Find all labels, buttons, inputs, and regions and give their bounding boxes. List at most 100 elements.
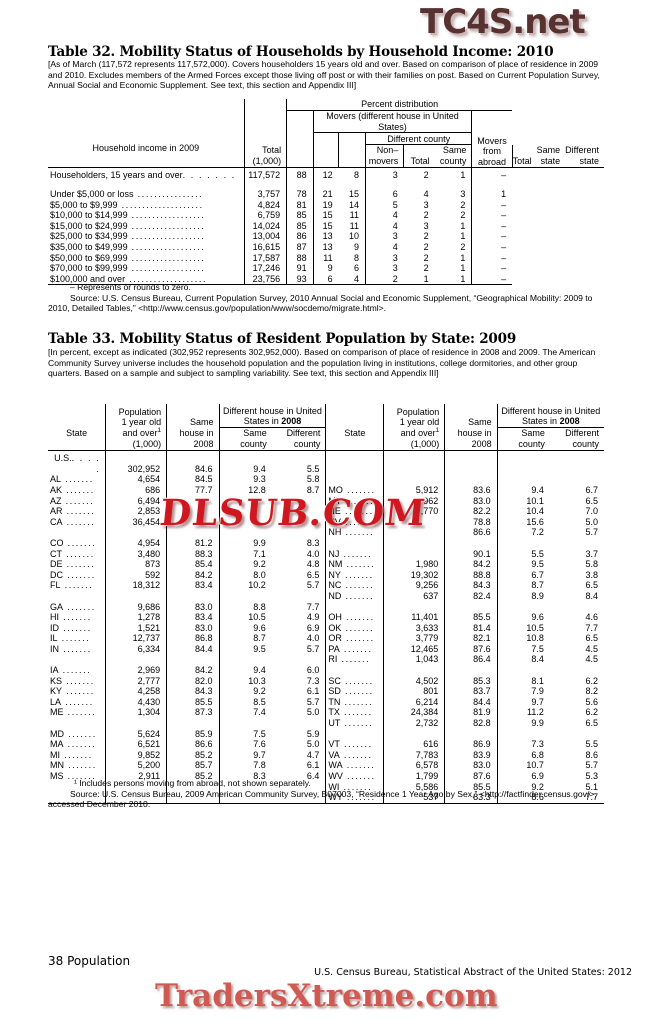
table-32-cell-same-state: 2: [423, 210, 429, 221]
table-32-cell-total: 13,004: [243, 231, 287, 242]
table-33-cell-r-diff-county: 6.5: [585, 495, 598, 506]
table-32-nonmovers-header-l1: Non–: [376, 145, 399, 156]
table-row: CT ....... 3,480 88.3 7.1 4.0 NJ ....... 90.1 5…: [48, 548, 604, 560]
table-32-row-label: $5,000 to $9,999 ....................: [50, 199, 204, 210]
table-33-cell-l-same-house: 87.3: [166, 707, 220, 719]
table-33-cell-l-same-county: [218, 516, 272, 528]
table-33-cell-r-same-house: [444, 665, 498, 676]
table-33-cell-r-pop: 616: [383, 739, 445, 750]
table-33-cell-r-same-house: 83.3: [444, 792, 498, 804]
table-33-cell-l-diff-county: 7.3: [306, 675, 320, 686]
table-33-row-label-l: [48, 591, 106, 602]
table-32-cell-diff-state: 1: [460, 273, 466, 284]
table-33-cell-r-same-house: [444, 537, 498, 549]
table-33-diff-house-header-left-year: 2008: [281, 416, 302, 427]
table-33-cell-l-same-county: 7.1: [218, 548, 272, 560]
table-33-cell-l-pop: 5,200: [105, 760, 167, 771]
table-33-cell-r-pop: 801: [383, 686, 445, 697]
table-32-cell-abroad: –: [471, 273, 513, 285]
table-33-row-label-l: MI .......: [50, 749, 93, 760]
table-33-same-house-header-l1: Same: [190, 417, 214, 428]
table-33-cell-r-pop: 11,401: [383, 612, 445, 623]
table-33-cell-l-same-county: 10.5: [218, 612, 272, 623]
table-33-cell-l-same-house: [166, 654, 220, 666]
watermark-tc4s: TC4S.net: [420, 2, 586, 42]
table-33-cell-r-same-house: 87.6: [444, 643, 498, 655]
table-33-cell-r-diff-county: [550, 538, 604, 549]
table-32-percent-distribution-header: Percent distribution: [286, 99, 513, 111]
table-33-cell-l-diff-county: [272, 517, 326, 528]
table-33-cell-l-same-county: 7.5: [218, 728, 272, 740]
table-32-row-label: $10,000 to $14,999 ..................: [50, 210, 206, 221]
table-row: $10,000 to $14,999 .................. 6,7…: [48, 210, 604, 221]
table-32-total-row: Householders, 15 years and over. . . . .…: [48, 167, 604, 181]
table-33-cell-l-same-house: 84.3: [166, 686, 220, 697]
table-32-total-row-nonmovers: 88: [286, 167, 314, 181]
table-33-state-header-left: State: [66, 427, 88, 438]
table-33-cell-r-same-house: 83.0: [444, 760, 498, 771]
table-33-cell-l-same-county: 9.7: [218, 749, 272, 761]
table-32-cell-same-county: 11: [349, 210, 359, 221]
table-33-row-label-l: AZ .......: [50, 495, 95, 506]
table-32-source: Source: U.S. Census Bureau, Current Popu…: [48, 292, 593, 314]
table-33-row-label-r: NJ .......: [325, 548, 384, 560]
table-33-cell-r-pop: [383, 537, 445, 549]
table-33-cell-l-diff-county: 4.8: [306, 559, 320, 570]
table-33-cell-l-same-county: [218, 506, 272, 517]
table-33-cell-l-same-house: 86.8: [166, 633, 220, 644]
table-33-cell-r-same-county: [496, 665, 550, 676]
table-32-cell-dc-total: 4: [364, 220, 404, 232]
table-33-cell-r-pop: [383, 527, 445, 538]
table-33-row-label-l: MD .......: [50, 728, 97, 739]
table-33-cell-r-pop: 637: [383, 590, 445, 602]
table-33-cell-r-same-county: 7.2: [496, 527, 550, 538]
table-33-row-label-l: AR .......: [50, 506, 96, 517]
table-33-row-label-r: TN .......: [325, 696, 384, 708]
table-33-headnote: [In percent, except as indicated (302,95…: [48, 347, 596, 379]
table-33-row-label-r: WY .......: [325, 792, 384, 804]
table-33-cell-l-same-house: 85.2: [166, 771, 220, 782]
table-32-cell-same-county: 8: [353, 252, 359, 263]
table-33-row-label-l: IN .......: [50, 643, 92, 654]
table-33-cell-r-same-house: 82.2: [444, 506, 498, 517]
table-33-row-label-l: DE .......: [50, 559, 96, 570]
table-32-cell-movers-total: 9: [312, 263, 339, 274]
table-33-cell-l-same-house: 83.4: [166, 612, 220, 623]
table-33-row-label-r: ND .......: [325, 590, 384, 602]
table-33-row-label-l: ID .......: [50, 622, 92, 633]
table-32-total-header-l2: (1,000): [252, 155, 282, 166]
table-33-cell-l-same-house: 85.4: [166, 559, 220, 570]
table-33-cell-l-same-house: 85.7: [166, 760, 220, 771]
table-33-cell-l-same-house: [166, 527, 220, 538]
table-33-cell-r-pop: 7,783: [383, 749, 445, 761]
table-33-cell-r-same-county: 6.9: [496, 771, 550, 782]
table-32-total-header-l1: Total: [262, 145, 282, 156]
table-33-row-label-r: RI .......: [325, 654, 384, 666]
table-row: MS ....... 2,911 85.2 8.3 6.4 WV ....... 1,799…: [48, 771, 604, 782]
table-33-cell-l-pop: 36,454: [105, 516, 167, 528]
table-33-cell-r-same-county: 10.4: [496, 506, 550, 517]
table-33-cell-r-pop: 1,980: [383, 559, 445, 570]
table-33-cell-l-same-house: 83.0: [166, 622, 220, 634]
table-33-same-house-header-right-l1: Same: [468, 417, 492, 428]
table-32-total-row-dc-total: 3: [364, 167, 404, 181]
table-33-cell-l-diff-county: [272, 654, 326, 665]
table-33-cell-r-same-county: [496, 474, 550, 485]
table-33-cell-r-diff-county: 5.1: [585, 781, 598, 792]
table-row: IL ....... 12,737 86.8 8.7 4.0 OR ....... 3,77…: [48, 633, 604, 644]
table-33-pop-header-l4: (1,000): [132, 438, 162, 449]
table-33-cell-l-pop: 3,480: [105, 548, 167, 560]
table-33-cell-l-same-county: [218, 527, 272, 538]
table-32-cell-abroad: –: [471, 231, 513, 242]
table-33-cell-r-pop: [383, 548, 445, 560]
table-33-row-label-l: MS .......: [50, 771, 97, 781]
table-33-cell-l-pop: 4,654: [105, 474, 167, 485]
table-32-cell-same-county: 4: [353, 273, 359, 284]
table-33-us-row: U.S.. . . . . 302,952 84.6 9.4 5.5: [48, 450, 604, 475]
table-row: $50,000 to $69,999 .................. 17,…: [48, 252, 604, 264]
table-33-us-same-house: 84.6: [166, 450, 220, 475]
table-33-cell-r-same-county: 7.9: [496, 686, 550, 697]
table-row: DE ....... 873 85.4 9.2 4.8 NM ....... 1,980 84…: [48, 559, 604, 570]
table-33-cell-l-diff-county: 8.3: [306, 537, 320, 548]
